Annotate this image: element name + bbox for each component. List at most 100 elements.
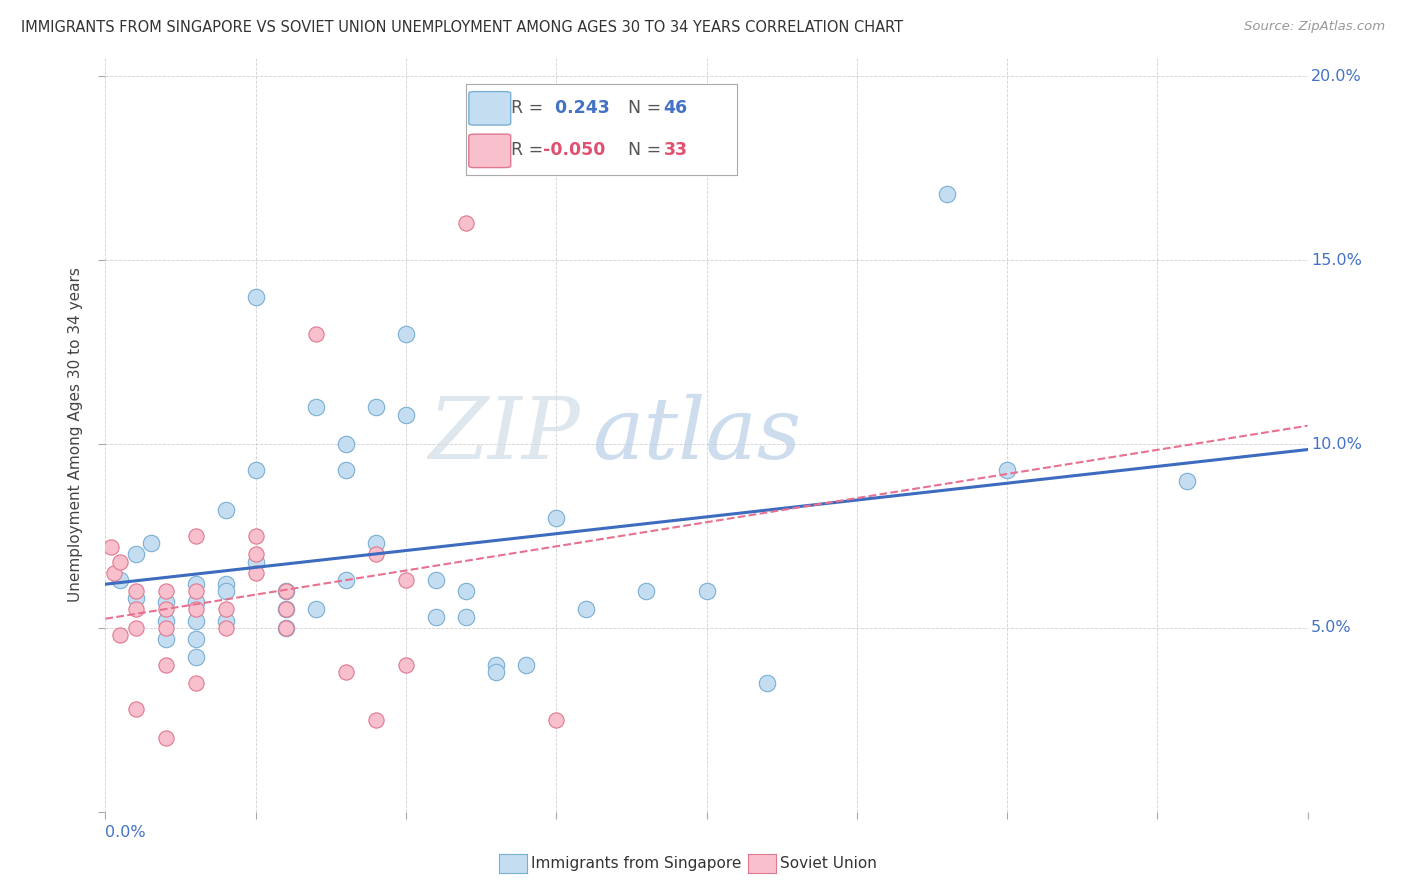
Point — [214, 602, 236, 616]
Point — [245, 547, 267, 561]
Point — [214, 621, 236, 635]
Text: N =: N = — [628, 99, 662, 117]
Point — [936, 187, 959, 202]
Text: 0.0%: 0.0% — [105, 825, 146, 840]
Point — [184, 614, 207, 628]
Point — [454, 610, 477, 624]
Point — [110, 628, 132, 642]
Point — [155, 632, 177, 646]
Point — [364, 547, 387, 561]
Text: 0.243: 0.243 — [543, 99, 610, 117]
Point — [335, 573, 357, 587]
Point — [425, 610, 447, 624]
Point — [124, 591, 146, 606]
Point — [395, 657, 418, 672]
Point — [155, 595, 177, 609]
Point — [274, 584, 297, 599]
Point — [184, 632, 207, 646]
Point — [395, 408, 418, 422]
Point — [335, 665, 357, 679]
Point — [696, 584, 718, 599]
Point — [454, 216, 477, 230]
Point — [305, 602, 328, 616]
Point — [335, 437, 357, 451]
Point — [546, 510, 568, 524]
Point — [184, 595, 207, 609]
Text: IMMIGRANTS FROM SINGAPORE VS SOVIET UNION UNEMPLOYMENT AMONG AGES 30 TO 34 YEARS: IMMIGRANTS FROM SINGAPORE VS SOVIET UNIO… — [21, 20, 903, 35]
Point — [245, 529, 267, 543]
Text: Source: ZipAtlas.com: Source: ZipAtlas.com — [1244, 20, 1385, 33]
Point — [364, 713, 387, 727]
Point — [305, 401, 328, 415]
Point — [110, 573, 132, 587]
Point — [184, 676, 207, 690]
Point — [124, 702, 146, 716]
Point — [155, 614, 177, 628]
Text: R =: R = — [510, 142, 543, 160]
Point — [364, 536, 387, 550]
Text: 15.0%: 15.0% — [1312, 252, 1362, 268]
Point — [274, 621, 297, 635]
Text: N =: N = — [628, 142, 662, 160]
Point — [245, 555, 267, 569]
Point — [214, 614, 236, 628]
Point — [305, 326, 328, 341]
Point — [103, 566, 125, 580]
Point — [395, 326, 418, 341]
Text: 10.0%: 10.0% — [1312, 436, 1362, 451]
Point — [454, 584, 477, 599]
Point — [274, 602, 297, 616]
Point — [110, 555, 132, 569]
Point — [245, 463, 267, 477]
Point — [184, 576, 207, 591]
Point — [485, 665, 508, 679]
Point — [100, 540, 122, 554]
Point — [575, 602, 598, 616]
Point — [335, 463, 357, 477]
Point — [155, 584, 177, 599]
Point — [425, 573, 447, 587]
Point — [184, 650, 207, 665]
Point — [214, 584, 236, 599]
Point — [139, 536, 162, 550]
Point — [184, 529, 207, 543]
Point — [485, 657, 508, 672]
Text: 33: 33 — [664, 142, 688, 160]
Text: -0.050: -0.050 — [543, 142, 606, 160]
Point — [636, 584, 658, 599]
Text: 20.0%: 20.0% — [1312, 69, 1362, 84]
Text: atlas: atlas — [592, 393, 801, 476]
Point — [124, 584, 146, 599]
Text: Soviet Union: Soviet Union — [780, 856, 877, 871]
Y-axis label: Unemployment Among Ages 30 to 34 years: Unemployment Among Ages 30 to 34 years — [67, 268, 83, 602]
Point — [124, 621, 146, 635]
Point — [364, 401, 387, 415]
Point — [755, 676, 778, 690]
Point — [184, 584, 207, 599]
Point — [184, 602, 207, 616]
Point — [546, 713, 568, 727]
Text: 5.0%: 5.0% — [1312, 620, 1351, 635]
Point — [995, 463, 1018, 477]
Point — [124, 547, 146, 561]
Point — [274, 584, 297, 599]
Point — [395, 573, 418, 587]
Point — [124, 602, 146, 616]
Point — [155, 731, 177, 746]
Point — [155, 657, 177, 672]
Point — [245, 290, 267, 304]
Point — [214, 576, 236, 591]
Point — [214, 503, 236, 517]
Point — [155, 602, 177, 616]
Text: Immigrants from Singapore: Immigrants from Singapore — [531, 856, 742, 871]
Point — [274, 621, 297, 635]
Point — [155, 621, 177, 635]
FancyBboxPatch shape — [468, 92, 510, 125]
Text: 46: 46 — [664, 99, 688, 117]
Text: ZIP: ZIP — [429, 393, 581, 476]
Point — [274, 602, 297, 616]
Text: R =: R = — [510, 99, 543, 117]
Point — [515, 657, 537, 672]
Point — [1175, 474, 1198, 488]
FancyBboxPatch shape — [468, 134, 510, 168]
